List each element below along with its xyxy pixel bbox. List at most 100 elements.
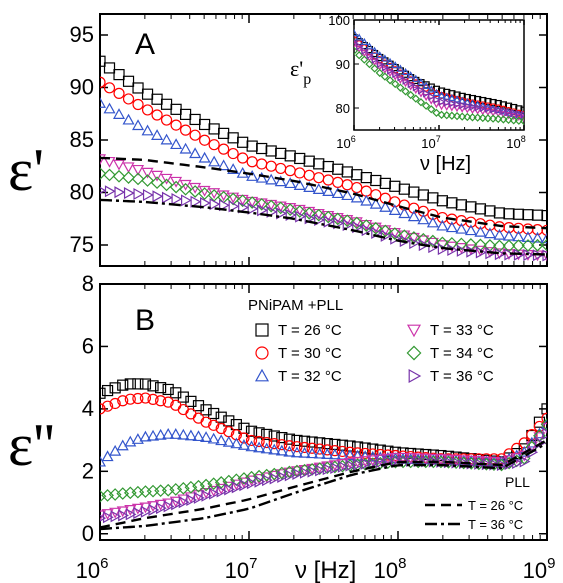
panel-b-point [177,494,190,506]
panel-b-point [237,477,250,489]
panel-b-point [330,461,342,474]
panel-b-point [268,438,280,450]
panel-a-point [257,204,268,217]
panel-b-point [163,500,175,513]
panel-b-point [154,428,167,440]
panel-b-point [276,439,288,451]
panel-b-x-axis: 106 107 108 109 [76,284,555,583]
panel-b-point [315,464,326,477]
panel-a-point [540,250,547,262]
inset-point [474,103,482,112]
panel-b-y-axis: 0 2 4 6 8 [82,271,547,546]
inset-point [401,67,410,76]
inset-point [387,66,395,75]
inset-point [479,104,488,113]
panel-a-point [151,93,163,105]
panel-b-point [200,404,212,416]
panel-b-point [291,441,303,453]
inset-point [443,88,451,96]
panel-a-point [123,187,135,200]
panel-b-point [162,498,175,510]
panel-b-point [292,467,304,480]
panel-b-point [208,419,220,431]
panel-a-point [388,204,401,215]
panel-a-point [237,136,249,148]
panel-b-point [102,511,114,524]
panel-b-point [245,440,258,452]
panel-b-point [214,476,228,489]
panel-a-point [227,163,240,174]
panel-a-point [466,245,478,258]
panel-b-point [162,396,174,408]
panel-b-point [101,384,114,397]
panel-b-point [375,456,387,469]
inset-point [421,101,431,110]
pll-legend: PLL T = 26 °C T = 36 °C [425,474,530,532]
panel-a-point [100,55,106,67]
panel-b-point [276,431,288,444]
panel-b-point [262,474,273,487]
inset-point [380,54,389,62]
panel-a-point [274,175,287,187]
inset-x-tick-label: 108 [506,134,525,151]
inset-point [504,115,513,125]
panel-a-point [219,199,230,212]
inset-point [380,72,390,81]
legend-title: PNiPAM +PLL [248,297,343,314]
inset-point [490,105,498,114]
panel-a-point [227,147,239,160]
panel-a-point [122,171,135,184]
panel-a-point [200,197,211,210]
inset-point [504,112,513,120]
panel-a-point [427,192,439,204]
panel-b-point [261,428,273,441]
panel-b-point [526,429,538,441]
panel-a-point [293,205,307,218]
panel-a-point [188,185,202,198]
panel-a-point [208,123,220,135]
panel-a-point [341,189,354,201]
panel-a-point [132,164,145,176]
inset-point [422,81,431,89]
panel-b-point [131,433,144,444]
panel-a-point [512,208,525,220]
inset-point [494,114,503,124]
legend-label: T = 34 °C [430,345,494,362]
inset-point [483,108,492,117]
panel-a-point [531,231,544,243]
inset-point [361,46,369,55]
inset-point [520,110,524,119]
panel-a-point [332,176,344,188]
panel-a-point [436,219,449,231]
inset-point [495,106,503,115]
panel-b-point [230,473,243,487]
inset-point [484,104,493,113]
panel-b-point [246,477,258,490]
legend-marker [254,368,270,382]
panel-a-point [503,208,515,220]
panel-b-point [390,454,402,467]
panel-b-point [161,483,175,497]
panel-a-point [331,212,345,226]
panel-a-point [388,227,402,240]
panel-b-point [101,489,114,502]
inset-point [365,42,374,50]
panel-a-point [351,181,363,194]
panel-b-point [344,446,356,458]
panel-b-point [260,442,273,454]
inset-point [510,108,518,117]
panel-a-point [370,174,382,187]
panel-a-point [389,180,401,192]
panel-a-point [447,243,459,257]
panel-a-point [141,167,154,179]
panel-b-point [534,437,546,450]
panel-a-point [100,186,107,194]
panel-a-point [369,221,383,235]
panel-b-point [298,435,311,447]
panel-b-point [345,459,357,472]
panel-a-y-tick-label: 90 [70,75,94,100]
panel-a-point [313,158,325,170]
inset-point [499,111,508,119]
inset-point [407,80,415,89]
panel-a-point [352,221,364,234]
